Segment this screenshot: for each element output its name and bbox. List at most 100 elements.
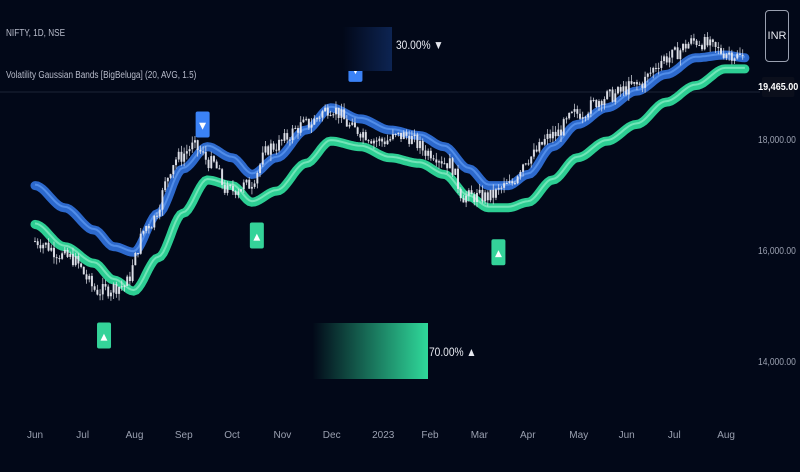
candle-body: [61, 253, 64, 259]
x-tick-label: Apr: [520, 430, 536, 441]
candle-body: [649, 72, 652, 74]
buy-signal-marker: ▲: [97, 322, 112, 349]
candle-body: [410, 136, 413, 144]
candle-body: [557, 129, 560, 137]
candle-body: [741, 54, 744, 56]
candle-body: [34, 241, 36, 243]
candle-body: [207, 159, 210, 169]
candle-body: [679, 50, 682, 60]
candle-body: [112, 284, 115, 293]
candle-body: [638, 83, 641, 85]
candle-body: [516, 176, 519, 184]
candle-body: [465, 195, 468, 203]
candle-body: [212, 156, 215, 162]
candle-body: [261, 152, 264, 165]
candle-body: [673, 47, 676, 50]
candle-body: [546, 133, 549, 139]
candle-body: [541, 142, 544, 145]
candle-body: [215, 161, 218, 169]
candle-body: [275, 149, 278, 151]
candle-body: [698, 44, 701, 46]
buy-signal-box: [491, 239, 506, 266]
candle-body: [530, 156, 533, 164]
candle-body: [584, 117, 587, 119]
buy-signal-glyph: ▲: [101, 333, 108, 343]
candle-body: [253, 183, 256, 187]
candle-body: [489, 189, 492, 201]
x-tick-label: Feb: [421, 430, 439, 441]
signals-layer: ▼▼▲▲▲: [97, 55, 506, 349]
candle-body: [199, 150, 202, 152]
candle-body: [522, 164, 525, 172]
candle-body: [82, 266, 85, 275]
candle-body: [641, 83, 644, 88]
candle-body: [725, 54, 728, 58]
candle-body: [150, 227, 153, 229]
candle-body: [90, 275, 93, 287]
candle-body: [345, 119, 348, 127]
buy-signal-marker: ▲: [491, 239, 506, 266]
x-tick-label: Aug: [125, 430, 144, 441]
candle-body: [470, 190, 473, 195]
sell-signal-marker: ▼: [195, 111, 210, 138]
candle-body: [481, 189, 484, 202]
candle-body: [524, 163, 527, 165]
candle-body: [39, 245, 42, 249]
candle-body: [242, 182, 245, 190]
candle-body: [611, 89, 614, 102]
candle-body: [714, 42, 717, 47]
candle-body: [180, 151, 183, 162]
candle-body: [616, 87, 619, 94]
candle-body: [267, 146, 270, 155]
candle-body: [494, 189, 497, 198]
candle-body: [183, 153, 186, 162]
x-tick-label: Nov: [273, 430, 292, 441]
candle-body: [77, 255, 80, 264]
candle-body: [462, 198, 465, 203]
candle-body: [326, 107, 329, 116]
candle-body: [389, 139, 392, 141]
candle-body: [291, 128, 294, 141]
bull-meter-bar: [312, 323, 428, 379]
candle-body: [218, 168, 221, 170]
x-tick-label: Mar: [470, 430, 488, 441]
candle-body: [334, 107, 337, 115]
candle-body: [671, 49, 674, 58]
bands-layer: [30, 50, 750, 296]
candle-body: [475, 192, 478, 203]
candle-body: [606, 91, 609, 100]
candle-body: [508, 181, 511, 184]
candle-body: [503, 183, 506, 188]
sell-signal-glyph: ▼: [199, 121, 206, 131]
candle-body: [568, 112, 571, 119]
candle-body: [278, 139, 281, 151]
candle-body: [484, 192, 487, 202]
candle-body: [142, 230, 145, 234]
buy-signal-box: [249, 222, 264, 249]
y-tick-label: 14,000.00: [758, 357, 796, 369]
candle-body: [595, 99, 598, 107]
candle-body: [421, 140, 424, 151]
candle-body: [644, 76, 647, 88]
candle-body: [294, 128, 297, 130]
candle-body: [654, 67, 657, 69]
sell-signal-box: [195, 111, 210, 138]
candle-body: [166, 177, 169, 182]
lower-band-highlight: [34, 66, 745, 292]
candle-body: [372, 140, 375, 144]
candle-body: [592, 99, 595, 101]
candle-body: [318, 117, 321, 119]
candle-body: [665, 56, 668, 63]
candle-body: [562, 119, 565, 136]
currency-button[interactable]: INR: [765, 10, 789, 62]
candle-body: [50, 247, 53, 251]
candle-body: [532, 149, 535, 157]
candle-body: [272, 143, 275, 150]
candle-body: [635, 82, 638, 85]
candle-body: [633, 82, 636, 84]
candle-body: [36, 241, 39, 246]
candle-body: [454, 168, 457, 175]
candle-body: [58, 258, 61, 260]
candle-body: [302, 119, 305, 123]
